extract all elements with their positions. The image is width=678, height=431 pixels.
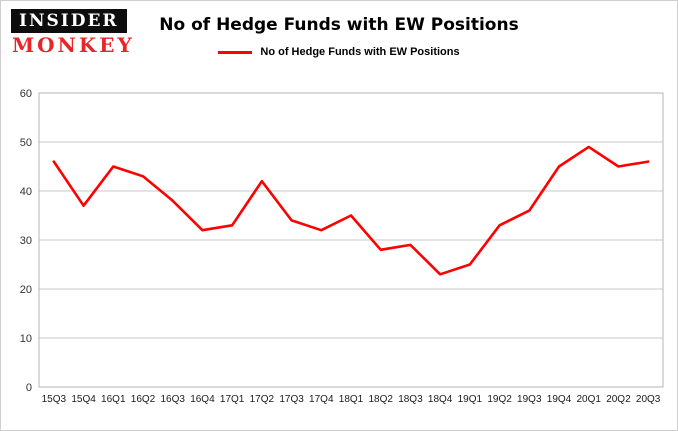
- legend-line-swatch: [218, 50, 253, 54]
- svg-text:20Q2: 20Q2: [606, 394, 631, 405]
- svg-text:19Q4: 19Q4: [547, 394, 572, 405]
- svg-text:18Q3: 18Q3: [398, 394, 423, 405]
- svg-text:20Q1: 20Q1: [576, 394, 601, 405]
- svg-text:17Q4: 17Q4: [309, 394, 334, 405]
- svg-text:16Q1: 16Q1: [101, 394, 126, 405]
- svg-text:10: 10: [20, 333, 32, 345]
- svg-text:0: 0: [26, 382, 32, 394]
- svg-text:16Q2: 16Q2: [131, 394, 156, 405]
- svg-text:17Q3: 17Q3: [279, 394, 304, 405]
- insider-monkey-logo: INSIDER MONKEY: [11, 9, 135, 55]
- svg-text:60: 60: [20, 88, 32, 100]
- logo-monkey-text: MONKEY: [12, 33, 135, 57]
- svg-text:15Q3: 15Q3: [42, 394, 67, 405]
- svg-text:30: 30: [20, 235, 32, 247]
- legend-label: No of Hedge Funds with EW Positions: [260, 46, 460, 58]
- svg-text:18Q2: 18Q2: [368, 394, 393, 405]
- svg-text:20: 20: [20, 284, 32, 296]
- svg-text:19Q2: 19Q2: [487, 394, 512, 405]
- svg-text:16Q3: 16Q3: [160, 394, 185, 405]
- chart-legend: No of Hedge Funds with EW Positions: [218, 46, 460, 58]
- svg-text:40: 40: [20, 186, 32, 198]
- svg-text:19Q3: 19Q3: [517, 394, 542, 405]
- svg-text:15Q4: 15Q4: [71, 394, 96, 405]
- svg-text:18Q4: 18Q4: [428, 394, 453, 405]
- chart-title: No of Hedge Funds with EW Positions: [159, 15, 519, 35]
- svg-text:16Q4: 16Q4: [190, 394, 215, 405]
- svg-text:17Q2: 17Q2: [250, 394, 275, 405]
- svg-text:20Q3: 20Q3: [636, 394, 661, 405]
- line-chart: 0 10 20 30 40 50 60 15Q3 15Q4 16Q1 16Q2 16Q3 16Q4 17Q…: [1, 79, 677, 429]
- svg-text:18Q1: 18Q1: [339, 394, 364, 405]
- svg-text:50: 50: [20, 137, 32, 149]
- logo-insider-text: INSIDER: [11, 9, 127, 33]
- svg-text:19Q1: 19Q1: [458, 394, 483, 405]
- svg-text:17Q1: 17Q1: [220, 394, 245, 405]
- chart-header: No of Hedge Funds with EW Positions No o…: [1, 1, 677, 59]
